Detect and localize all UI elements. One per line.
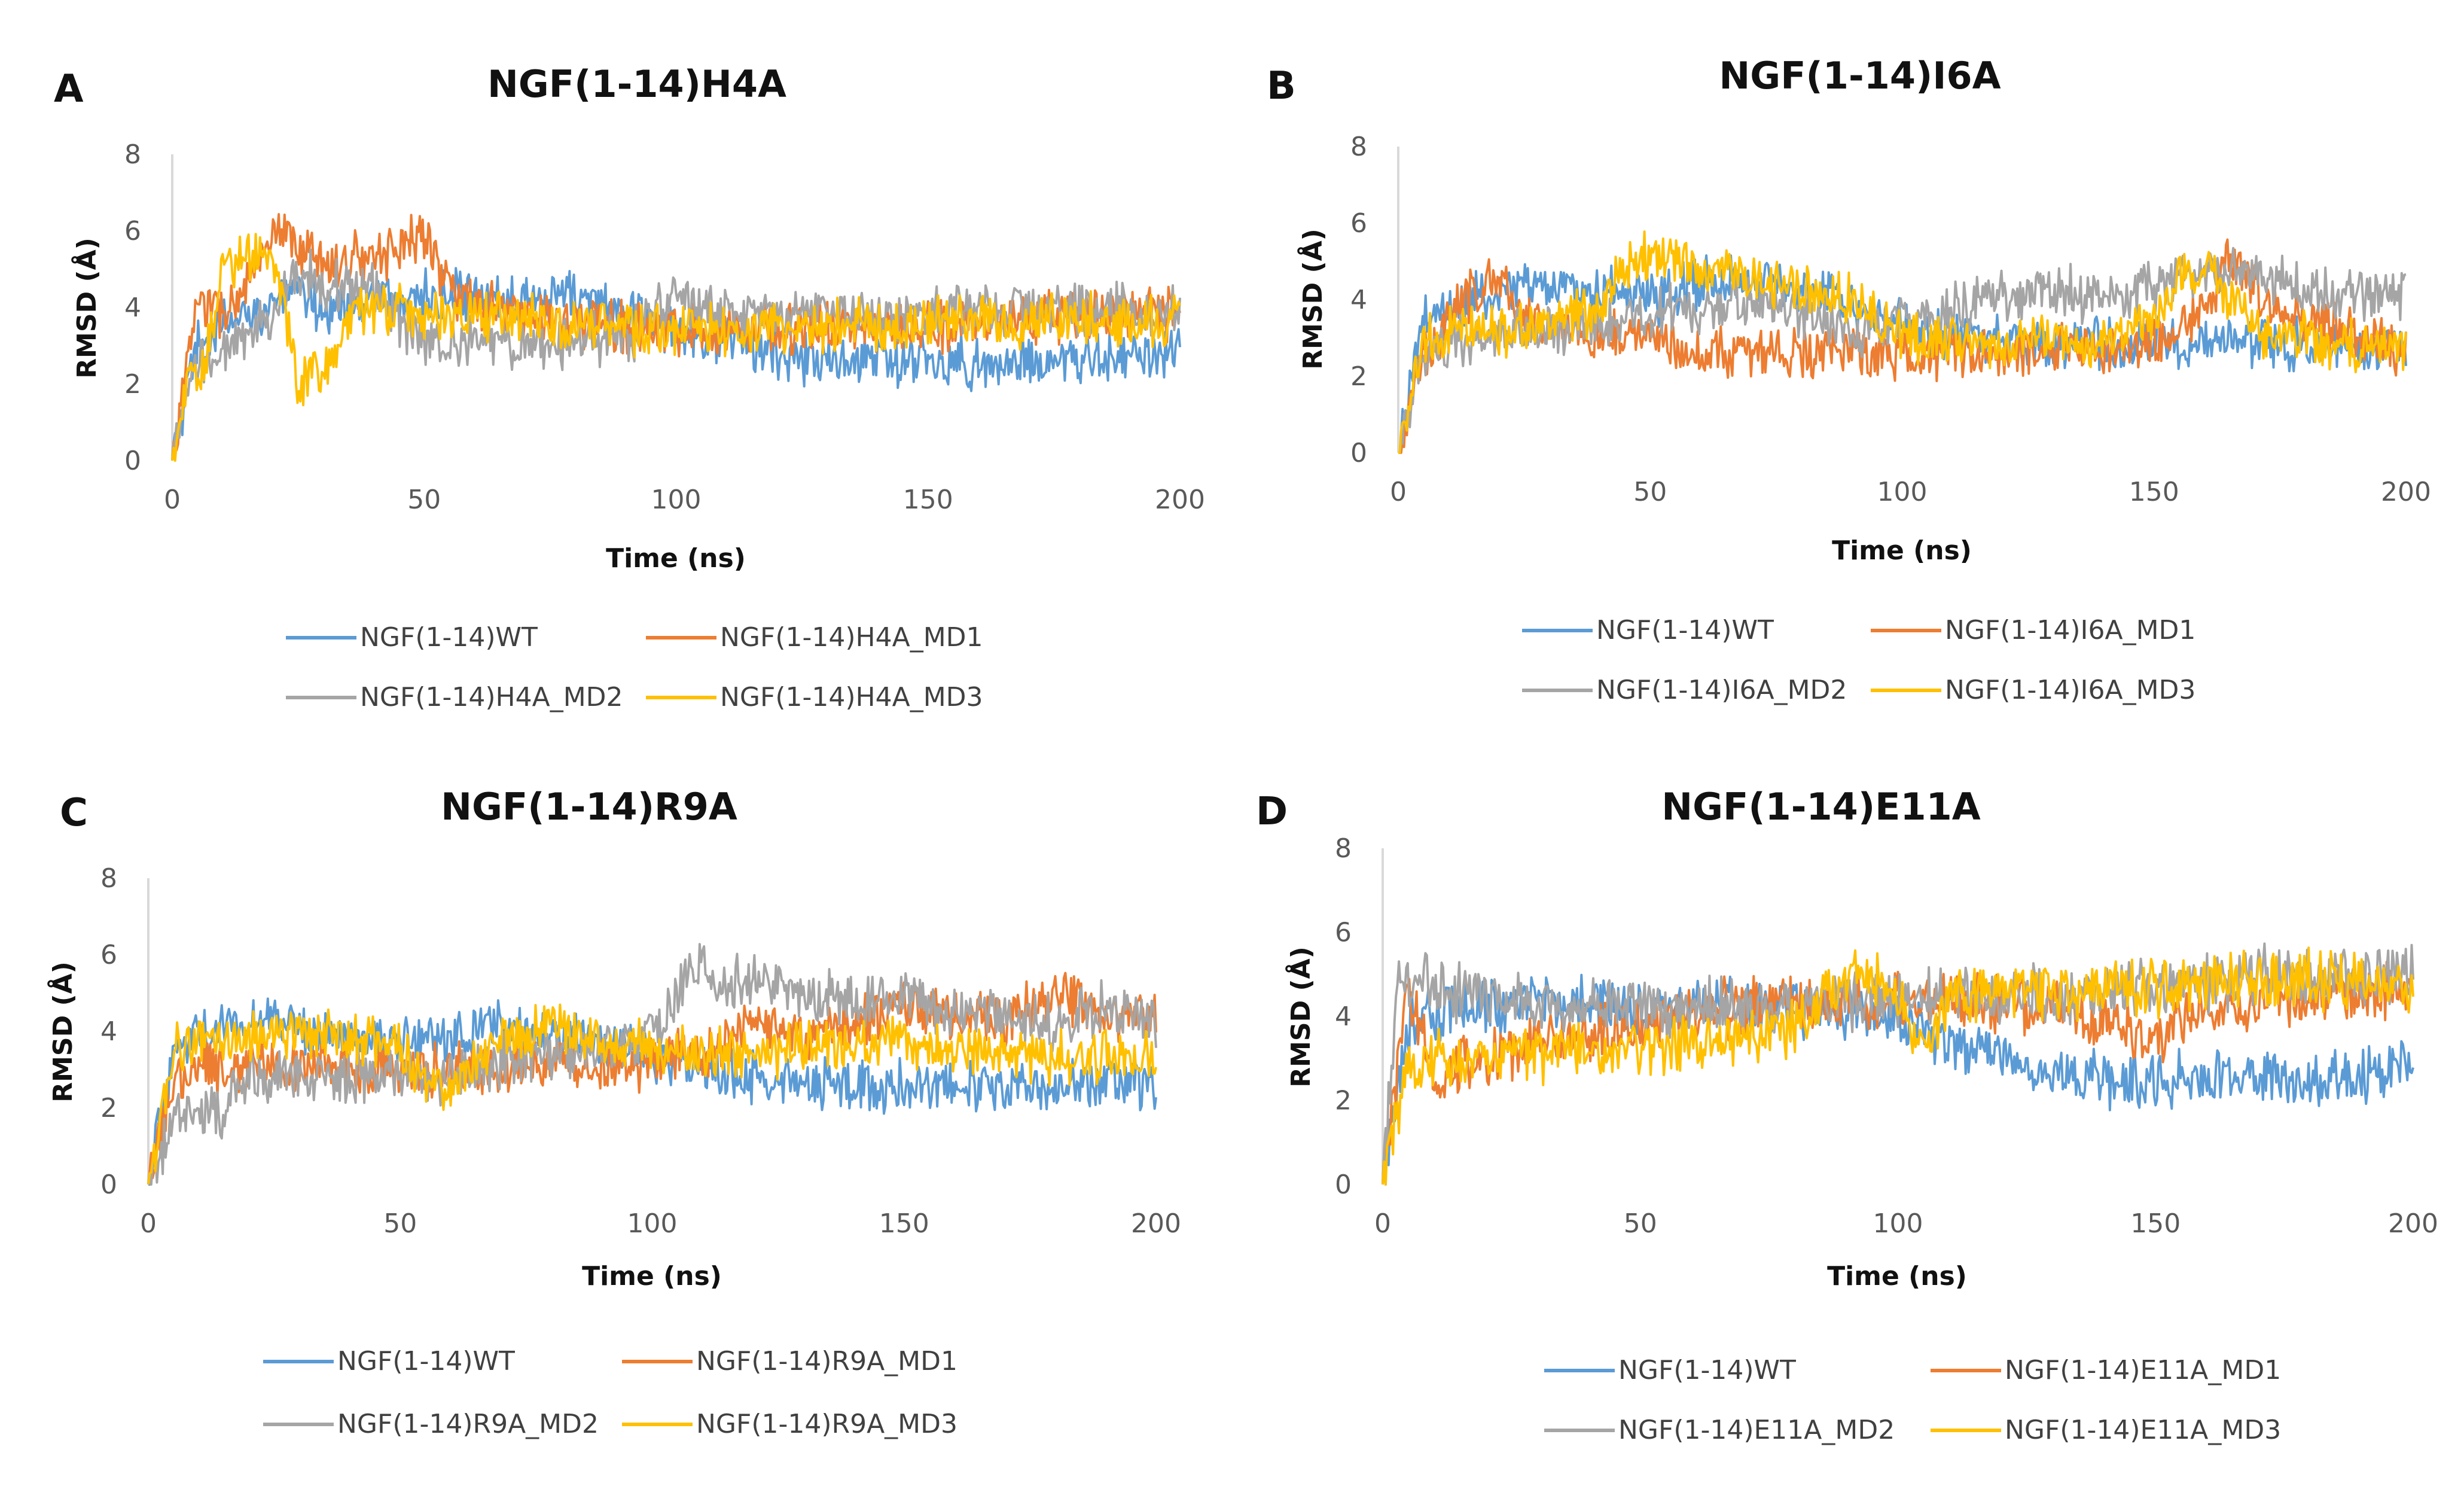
series-line xyxy=(147,943,1157,1186)
series-line xyxy=(147,1003,1157,1185)
y-tick-label: 6 xyxy=(1350,208,1367,239)
legend-label: NGF(1-14)H4A_MD1 xyxy=(720,622,983,653)
x-tick-label: 100 xyxy=(627,1208,678,1239)
legend-label: NGF(1-14)E11A_MD1 xyxy=(2005,1355,2281,1385)
x-axis-title: Time (ns) xyxy=(1832,535,1972,566)
y-tick-label: 6 xyxy=(124,216,141,246)
x-tick-label: 200 xyxy=(2388,1208,2438,1239)
y-tick-label: 4 xyxy=(1350,285,1367,315)
x-tick-label: 150 xyxy=(903,485,953,515)
x-tick-label: 50 xyxy=(407,485,441,515)
x-tick-label: 50 xyxy=(383,1208,417,1239)
x-tick-label: 150 xyxy=(2129,477,2179,507)
chart-title: NGF(1-14)H4A xyxy=(487,62,786,106)
legend-label: NGF(1-14)I6A_MD2 xyxy=(1596,675,1847,705)
y-tick-label: 0 xyxy=(100,1170,117,1200)
legend-label: NGF(1-14)H4A_MD2 xyxy=(360,682,623,712)
x-axis-title: Time (ns) xyxy=(582,1261,722,1292)
x-axis-title: Time (ns) xyxy=(606,543,746,574)
y-axis-title: RMSD (Å) xyxy=(47,961,78,1102)
x-tick-label: 200 xyxy=(1131,1208,1181,1239)
y-axis-title: RMSD (Å) xyxy=(71,237,102,378)
panel-c: C NGF(1-14)R9A 0 2 4 6 8 0 50 100 150 200 Time (ns) R… xyxy=(47,785,1181,1439)
y-tick-label: 2 xyxy=(124,369,141,400)
panel-letter: A xyxy=(54,67,84,111)
legend-label: NGF(1-14)H4A_MD3 xyxy=(720,682,983,712)
panel-letter: C xyxy=(60,791,88,835)
panel-letter: B xyxy=(1267,64,1296,108)
y-tick-label: 2 xyxy=(1350,361,1367,392)
legend-label: NGF(1-14)I6A_MD3 xyxy=(1945,675,2195,705)
y-tick-label: 8 xyxy=(1335,833,1352,864)
panel-letter: D xyxy=(1256,790,1288,834)
x-tick-label: 100 xyxy=(651,485,702,515)
legend-label: NGF(1-14)WT xyxy=(360,622,538,653)
y-tick-label: 0 xyxy=(124,446,141,476)
y-axis-title: RMSD (Å) xyxy=(1297,229,1328,369)
y-tick-label: 8 xyxy=(1350,132,1367,162)
panel-a: A NGF(1-14)H4A 0 2 4 6 8 0 50 100 150 200 Time (ns) R… xyxy=(54,62,1205,712)
legend-label: NGF(1-14)WT xyxy=(337,1346,515,1377)
x-tick-label: 0 xyxy=(1374,1208,1391,1239)
x-axis-title: Time (ns) xyxy=(1827,1261,1967,1292)
y-tick-label: 6 xyxy=(100,940,117,970)
y-tick-label: 0 xyxy=(1350,438,1367,468)
legend-label: NGF(1-14)WT xyxy=(1596,615,1774,645)
legend-label: NGF(1-14)WT xyxy=(1618,1355,1796,1385)
x-tick-label: 200 xyxy=(1155,485,1205,515)
series-line xyxy=(171,248,1181,461)
y-tick-label: 6 xyxy=(1335,918,1352,948)
series-line xyxy=(171,233,1181,462)
legend-label: NGF(1-14)E11A_MD2 xyxy=(1618,1415,1895,1445)
legend-label: NGF(1-14)I6A_MD1 xyxy=(1945,615,2195,645)
series-line xyxy=(1398,230,2407,454)
x-tick-label: 150 xyxy=(879,1208,929,1239)
chart-title: NGF(1-14)R9A xyxy=(441,785,737,829)
y-tick-label: 0 xyxy=(1335,1170,1352,1200)
legend-label: NGF(1-14)R9A_MD3 xyxy=(696,1409,957,1439)
y-tick-label: 4 xyxy=(100,1016,117,1047)
x-tick-label: 50 xyxy=(1624,1208,1657,1239)
y-tick-label: 8 xyxy=(124,139,141,170)
x-tick-label: 200 xyxy=(2381,477,2431,507)
x-tick-label: 0 xyxy=(1390,477,1407,507)
y-tick-label: 4 xyxy=(124,293,141,323)
y-tick-label: 2 xyxy=(1335,1086,1352,1116)
y-tick-label: 4 xyxy=(1335,1001,1352,1032)
panel-b: B NGF(1-14)I6A 0 2 4 6 8 0 50 100 150 200 Time (ns) R… xyxy=(1267,54,2431,705)
x-tick-label: 0 xyxy=(140,1208,157,1239)
y-tick-label: 8 xyxy=(100,863,117,894)
x-tick-label: 150 xyxy=(2130,1208,2181,1239)
x-tick-label: 100 xyxy=(1877,477,1928,507)
series-line xyxy=(1382,946,2414,1186)
x-tick-label: 50 xyxy=(1633,477,1667,507)
legend-label: NGF(1-14)R9A_MD2 xyxy=(337,1409,599,1439)
chart-title: NGF(1-14)I6A xyxy=(1719,54,2001,98)
legend-label: NGF(1-14)R9A_MD1 xyxy=(696,1346,957,1377)
x-tick-label: 100 xyxy=(1873,1208,1923,1239)
x-tick-label: 0 xyxy=(164,485,181,515)
y-axis-title: RMSD (Å) xyxy=(1285,946,1316,1087)
legend-label: NGF(1-14)E11A_MD3 xyxy=(2005,1415,2281,1445)
chart-title: NGF(1-14)E11A xyxy=(1661,785,1981,829)
panel-d: D NGF(1-14)E11A 0 2 4 6 8 0 50 100 150 200 Time (ns)… xyxy=(1256,785,2438,1445)
series-line xyxy=(1398,246,2407,454)
y-tick-label: 2 xyxy=(100,1093,117,1123)
